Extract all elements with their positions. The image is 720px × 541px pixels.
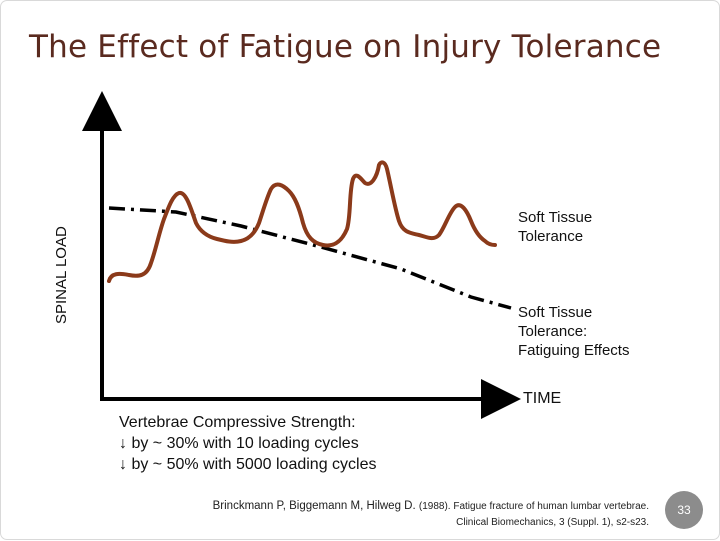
page-number-badge: 33 [665,491,703,529]
x-axis-label: TIME [523,390,562,407]
soft-tissue-label-line2: Tolerance [518,228,584,245]
citation-title: (1988). Fatigue fracture of human lumbar… [418,501,649,512]
fatigue-label-line2: Tolerance: [518,323,588,340]
vertebrae-strength-note: Vertebrae Compressive Strength: ↓ by ~ 3… [119,412,376,475]
fatigue-label-line3: Fatiguing Effects [518,342,630,359]
citation-authors: Brinckmann P, Biggemann M, Hilweg D. [212,500,416,512]
vertebrae-line1: Vertebrae Compressive Strength: [119,414,356,431]
slide-title: The Effect of Fatigue on Injury Toleranc… [29,29,662,65]
fatigue-label-line1: Soft Tissue [518,304,593,321]
citation: Brinckmann P, Biggemann M, Hilweg D. (19… [213,498,649,531]
citation-journal: Clinical Biomechanics, 3 (Suppl. 1), s2-… [456,517,649,528]
vertebrae-line3: ↓ by ~ 50% with 5000 loading cycles [119,456,377,473]
vertebrae-line2: ↓ by ~ 30% with 10 loading cycles [119,435,359,452]
soft-tissue-label-line1: Soft Tissue [518,209,593,226]
spinal-load-curve [107,160,497,283]
soft-tissue-tolerance-label: Soft Tissue Tolerance [518,208,592,246]
fatiguing-effects-label: Soft Tissue Tolerance: Fatiguing Effects [518,303,629,360]
fatigue-tolerance-line [108,206,512,310]
